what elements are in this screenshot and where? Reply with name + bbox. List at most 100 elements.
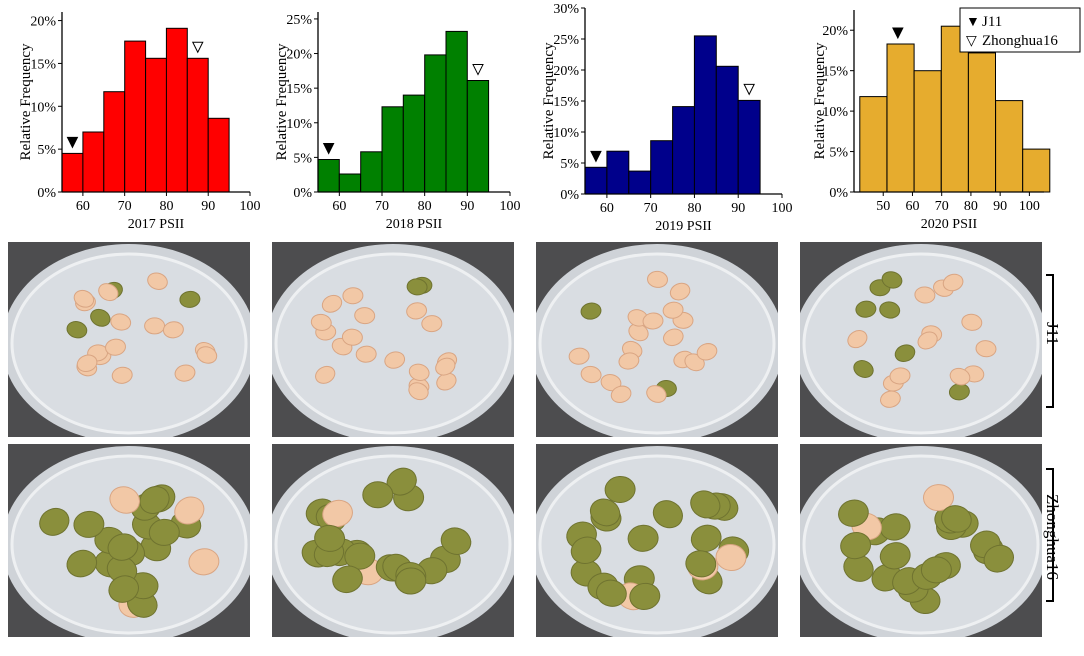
peanut-seed — [568, 347, 590, 365]
y-tick-label: 5% — [560, 157, 579, 172]
moldy-seed — [838, 499, 869, 527]
moldy-seed — [107, 533, 139, 561]
moldy-seed — [406, 278, 428, 296]
peanut-seed — [105, 338, 126, 356]
chart-2020: 0% 5% 10% 15% 20% 50 60 70 80 90 100 2020 PSII Relat… — [812, 0, 1084, 235]
peanut-seed — [847, 330, 868, 349]
peanut-seed — [98, 283, 119, 302]
peanut-seed — [647, 270, 668, 288]
x-tick-label: 80 — [159, 199, 173, 214]
x-tick-label: 70 — [935, 199, 949, 214]
peanut-seed — [975, 340, 997, 358]
moldy-seed — [629, 582, 661, 610]
x-tick-label: 80 — [964, 199, 978, 214]
x-tick-label: 90 — [201, 199, 215, 214]
y-axis-label: Relative Frequency — [541, 42, 557, 160]
peanut-seed — [111, 366, 133, 384]
y-tick-label: 15% — [30, 57, 56, 72]
y-tick-label: 5% — [829, 146, 848, 161]
zhonghua16-marker — [191, 41, 204, 54]
moldy-seed — [604, 475, 636, 504]
j11-row-label: J11 — [1043, 322, 1062, 345]
peanut-seed — [610, 385, 632, 404]
peanut-seed — [76, 354, 98, 373]
bar-6 — [445, 30, 468, 193]
bar-5 — [165, 27, 188, 193]
peanut-seed — [889, 367, 911, 385]
peanut-seed — [109, 486, 140, 514]
petri-dish-photo-zhonghua16-2018 — [272, 444, 514, 637]
moldy-seed — [179, 290, 201, 308]
zhonghua16-marker — [472, 64, 484, 76]
peanut-seed — [923, 484, 954, 512]
chart-2018: 0% 5% 10% 15% 20% 25% 60 70 80 90 100 2018 PSII Rela… — [270, 0, 540, 235]
peanut-seed — [174, 364, 196, 382]
bar-7 — [207, 117, 230, 193]
j11-marker — [892, 27, 904, 40]
y-tick-label: 0% — [829, 186, 848, 201]
moldy-seed — [690, 524, 722, 553]
peanut-seed — [618, 352, 640, 370]
moldy-seed — [685, 550, 717, 578]
peanut-seed — [196, 346, 218, 364]
moldy-seed — [362, 481, 394, 509]
bar-1 — [82, 131, 105, 193]
zhonghua16-marker — [743, 83, 755, 96]
bar-0 — [317, 159, 340, 193]
moldy-seed — [314, 524, 346, 552]
y-tick-label: 5% — [37, 143, 56, 158]
moldy-seed — [879, 301, 901, 319]
peanut-seed — [663, 328, 684, 347]
moldy-seed — [344, 542, 376, 570]
bar-4 — [145, 57, 168, 193]
legend-symbol: ▼ — [966, 15, 980, 30]
moldy-seed — [690, 490, 721, 519]
bar-0 — [859, 96, 888, 193]
peanut-seed — [646, 385, 667, 403]
x-tick-label: 60 — [332, 199, 346, 214]
peanut-seed — [421, 315, 443, 333]
moldy-seed — [589, 498, 621, 527]
peanut-seed — [408, 363, 430, 381]
moldy-seed — [920, 556, 952, 584]
bar-7 — [737, 99, 761, 195]
bar-4 — [672, 106, 696, 195]
petri-dish-photo-j11-2020 — [800, 242, 1042, 437]
moldy-seed — [73, 510, 105, 538]
y-axis-label: Relative Frequency — [18, 43, 34, 161]
peanut-seed — [321, 294, 343, 313]
y-tick-label: 0% — [293, 186, 312, 201]
petri-dish-photo-zhonghua16-2019 — [536, 444, 778, 637]
petri-dish-photo-j11-2018 — [272, 242, 514, 437]
y-tick-label: 10% — [30, 100, 56, 115]
x-tick-label: 100 — [500, 199, 521, 214]
x-tick-label: 60 — [905, 199, 919, 214]
moldy-seed — [570, 536, 602, 565]
peanut-seed — [696, 343, 718, 361]
x-tick-label: 100 — [240, 199, 261, 214]
y-tick-label: 10% — [822, 105, 848, 120]
peanut-seed — [384, 351, 406, 369]
legend-symbol: ▽ — [966, 34, 977, 49]
peanut-seed — [147, 272, 168, 290]
peanut-seed — [914, 286, 936, 304]
peanut-seed — [408, 382, 429, 401]
peanut-seed — [917, 331, 938, 350]
x-tick-label: 70 — [644, 201, 658, 216]
y-tick-label: 30% — [553, 2, 579, 17]
moldy-seed — [881, 271, 903, 289]
x-tick-label: 90 — [993, 199, 1007, 214]
x-tick-label: 90 — [460, 199, 474, 214]
peanut-seed — [310, 313, 332, 331]
moldy-seed — [108, 575, 139, 603]
legend-label: J11 — [982, 14, 1002, 30]
x-axis-label: 2019 PSII — [655, 219, 712, 234]
x-tick-label: 70 — [375, 199, 389, 214]
moldy-seed — [332, 565, 363, 594]
moldy-seed — [440, 527, 472, 555]
peanut-seed — [600, 373, 622, 392]
x-axis-label: 2018 PSII — [386, 217, 443, 232]
x-tick-label: 90 — [731, 201, 745, 216]
x-tick-label: 50 — [876, 199, 890, 214]
bar-2 — [103, 91, 126, 193]
